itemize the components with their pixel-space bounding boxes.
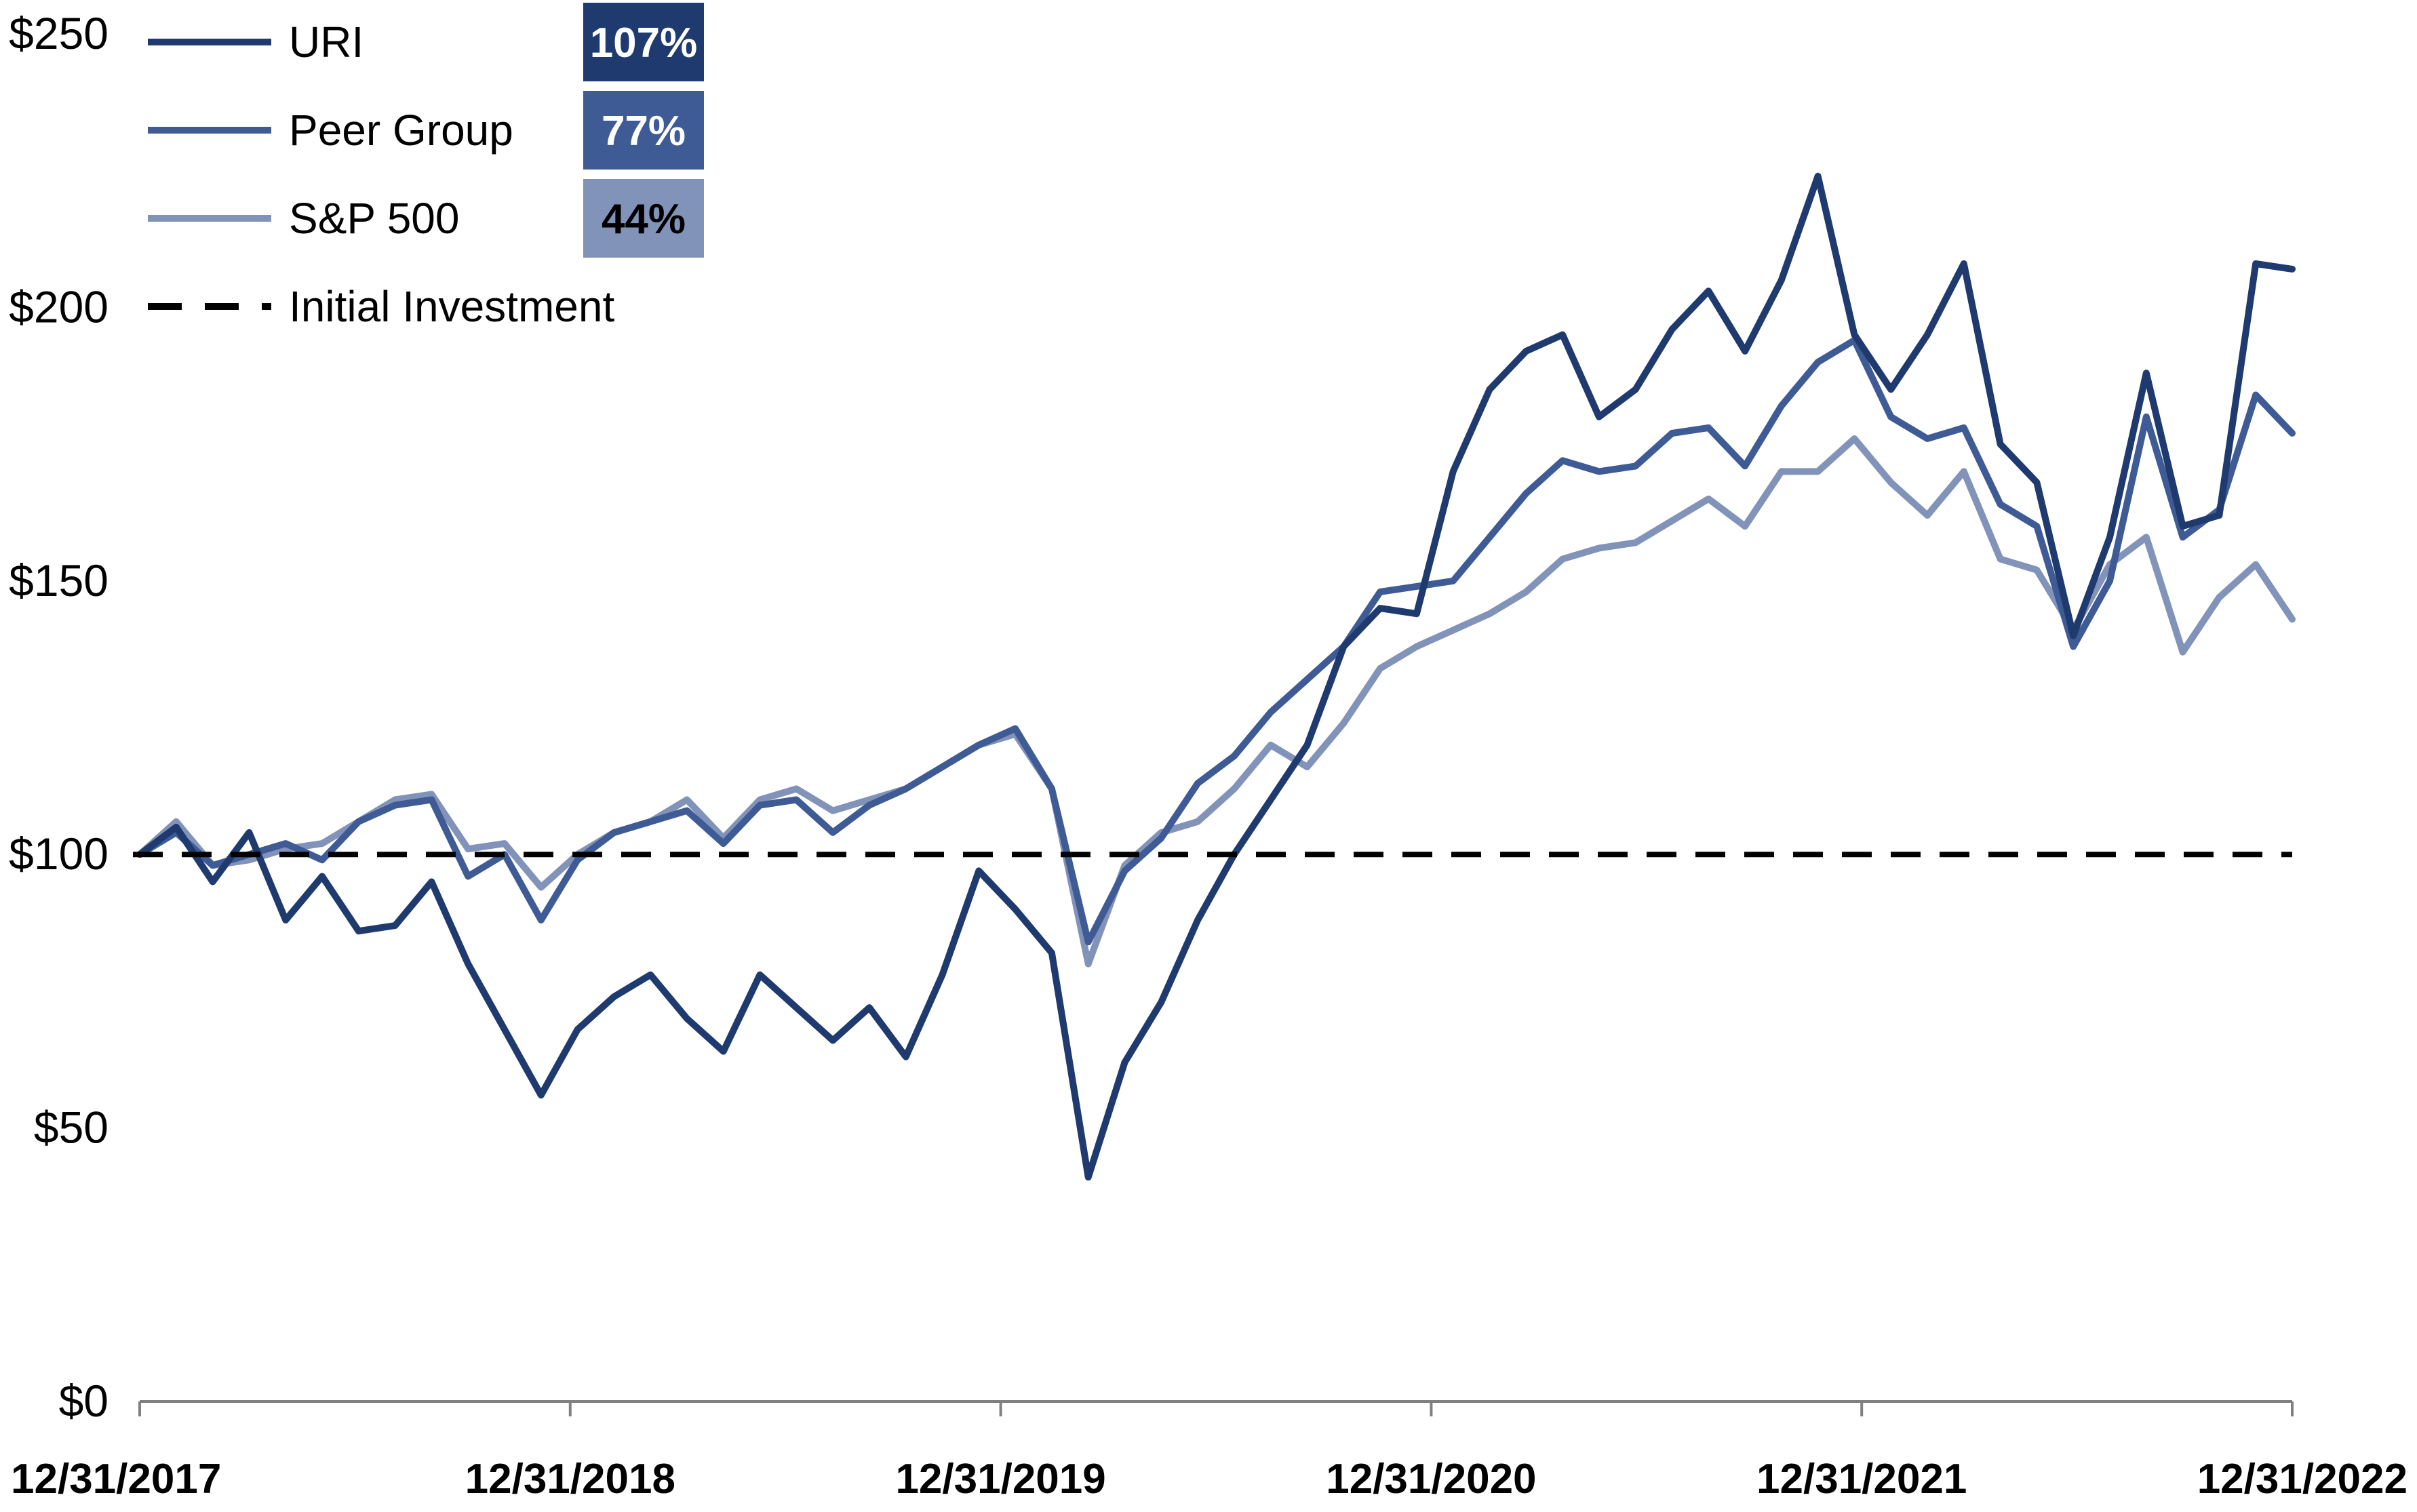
legend-label: Initial Investment	[289, 282, 614, 331]
x-axis: 12/31/2017 12/31/2018 12/31/2019 12/31/2020…	[11, 1400, 2408, 1503]
legend-label: S&P 500	[289, 194, 459, 243]
return-badge	[583, 179, 704, 258]
return-badge-value: 107%	[590, 20, 698, 66]
return-badge	[583, 91, 704, 170]
return-badge	[583, 3, 704, 81]
x-tick-label: 12/31/2022	[2197, 1456, 2408, 1503]
series-line-peer-group	[136, 336, 2296, 946]
x-tick-label: 12/31/2017	[11, 1456, 221, 1503]
legend-label: Peer Group	[289, 106, 513, 155]
x-tick-label: 12/31/2020	[1326, 1456, 1536, 1503]
x-tick-label: 12/31/2018	[465, 1456, 675, 1503]
y-tick-label: $250	[9, 8, 109, 58]
y-tick-label: $200	[9, 281, 109, 332]
y-axis-tick-labels: $0 $50 $100 $150 $200 $250	[9, 8, 109, 1426]
series-line-uri	[136, 172, 2296, 1181]
y-tick-label: $150	[9, 555, 109, 605]
return-badge-value: 77%	[602, 108, 686, 155]
y-tick-label: $50	[34, 1102, 109, 1153]
x-tick-label: 12/31/2019	[895, 1456, 1105, 1503]
x-tick-label: 12/31/2021	[1756, 1456, 1967, 1503]
series-lines	[136, 172, 2296, 1181]
legend: URI 107% Peer Group 77% S&P 500 44% Initial In…	[148, 3, 704, 331]
y-tick-label: $0	[59, 1376, 109, 1426]
series-line-s-p-500	[136, 435, 2296, 968]
y-tick-label: $100	[9, 829, 109, 879]
legend-label: URI	[289, 18, 363, 66]
return-badge-value: 44%	[602, 196, 686, 243]
